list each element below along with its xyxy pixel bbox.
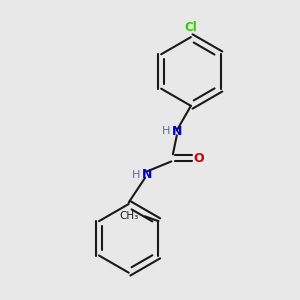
- Text: N: N: [172, 125, 182, 138]
- Text: N: N: [142, 168, 153, 181]
- Text: O: O: [194, 152, 204, 165]
- Text: Cl: Cl: [184, 21, 197, 34]
- Text: H: H: [132, 169, 140, 179]
- Text: CH₃: CH₃: [120, 211, 139, 221]
- Text: H: H: [161, 126, 170, 136]
